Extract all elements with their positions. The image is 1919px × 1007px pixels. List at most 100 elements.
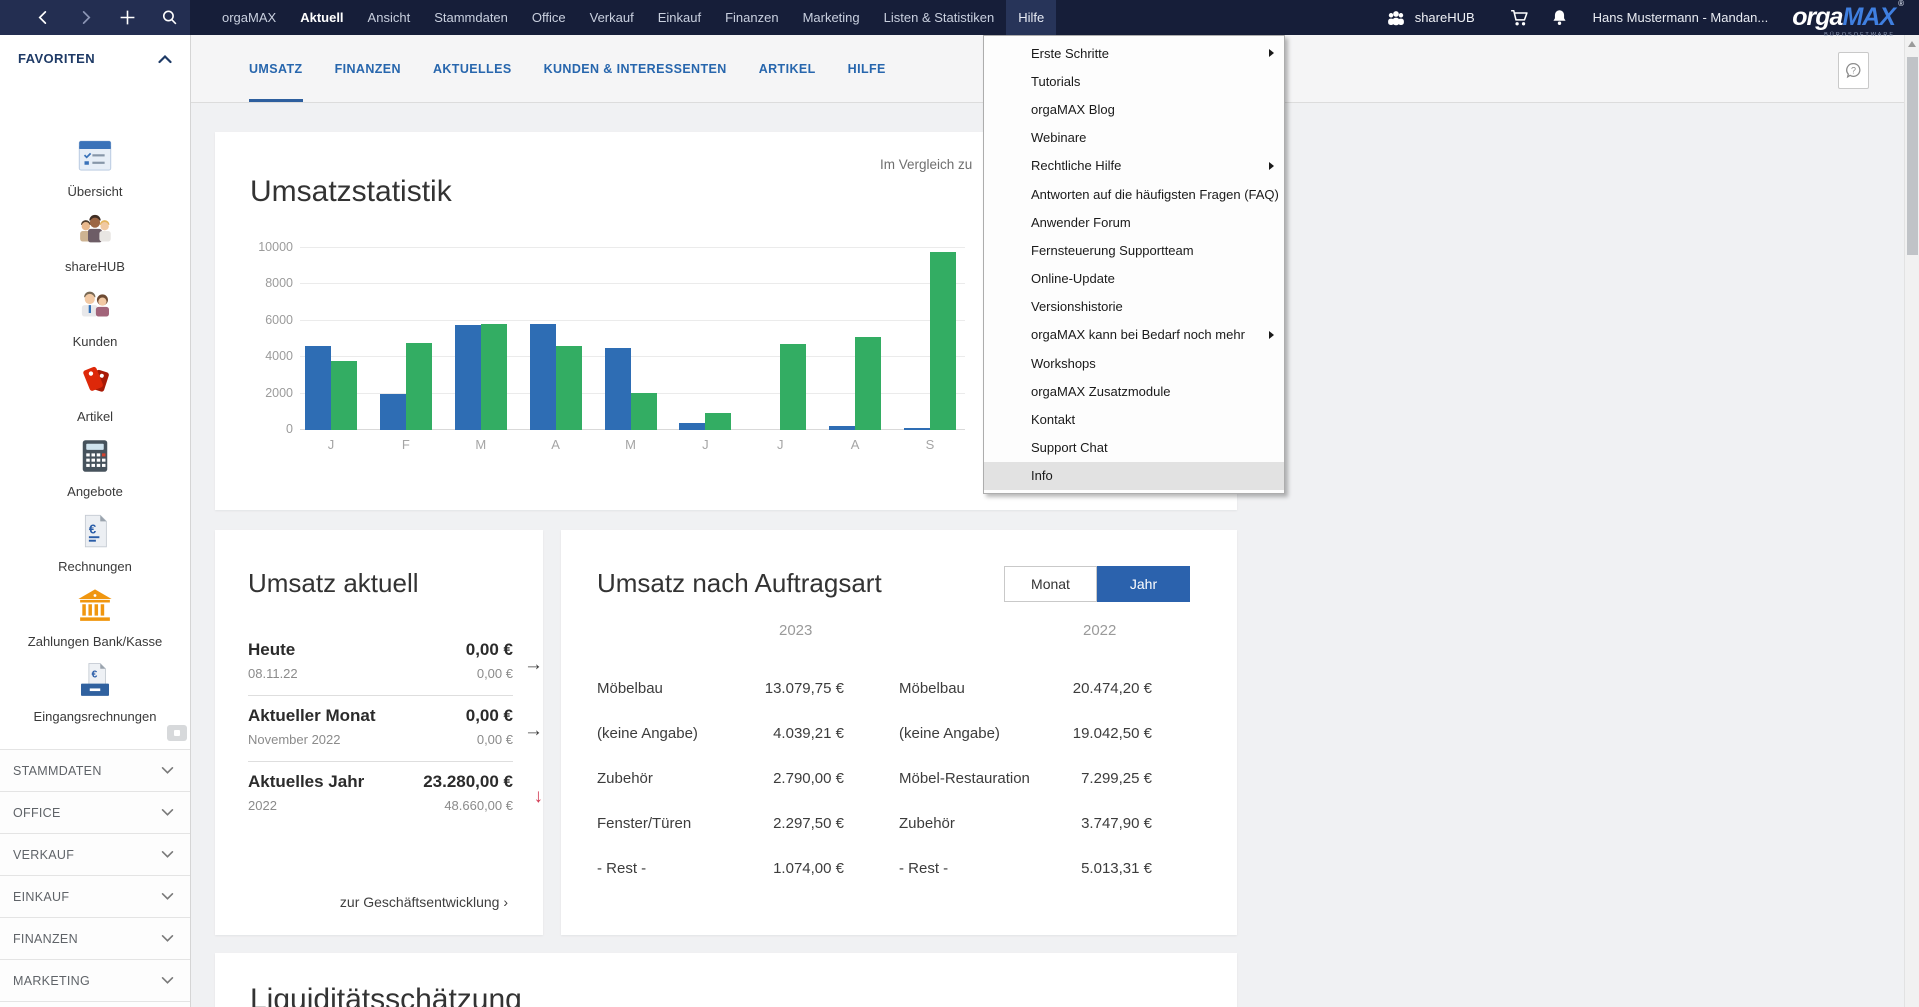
bar-series-green [855, 337, 882, 430]
help-menu-item-orgamax-zusatzmodule[interactable]: orgaMAX Zusatzmodule [1031, 383, 1171, 399]
help-menu-item-kontakt[interactable]: Kontakt [1031, 412, 1076, 428]
sidebar-section-stammdaten[interactable]: STAMMDATEN [0, 749, 190, 791]
menu-item-ansicht[interactable]: Ansicht [367, 10, 411, 25]
scrollbar-up-arrow[interactable] [1908, 41, 1916, 47]
bar-series-green [930, 252, 956, 430]
tab-finanzen[interactable]: FINANZEN [334, 61, 401, 76]
umsatz-row-heute: Heute 0,00 € 08.11.22 0,00 € → [248, 630, 543, 695]
menu-item-stammdaten[interactable]: Stammdaten [434, 10, 508, 25]
auftragsart-rows-2023: Möbelbau 13.079,75 € (keine Angabe) 4.039,2… [597, 666, 844, 891]
sidebar-section-office[interactable]: OFFICE [0, 791, 190, 833]
help-menu-item-versionshistorie[interactable]: Versionshistorie [1031, 299, 1123, 315]
help-menu-item-anwender-forum[interactable]: Anwender Forum [1031, 214, 1131, 230]
help-menu-item-tutorials[interactable]: Tutorials [1031, 73, 1081, 89]
sidebar-item-label: Übersicht [67, 184, 123, 199]
chevron-down-icon [161, 850, 174, 858]
chart-x-tick-label: J [327, 437, 335, 452]
help-menu-item-support-chat[interactable]: Support Chat [1031, 440, 1108, 456]
tab-artikel[interactable]: ARTIKEL [758, 61, 816, 76]
liquiditaet-title: Liquiditätsschätzung [250, 983, 522, 1007]
help-menu-item-orgamax-kann-bei-bedarf-noch-mehr[interactable]: orgaMAX kann bei Bedarf noch mehr [984, 321, 1284, 349]
page-scrollbar[interactable] [1904, 35, 1919, 1007]
top-bar: orgaMAX Aktuell Ansicht Stammdaten Office Ver… [0, 0, 1919, 38]
forward-icon[interactable] [68, 7, 102, 29]
main-menu: orgaMAX Aktuell Ansicht Stammdaten Office Ver… [210, 0, 1057, 35]
sidebar-section-label: STAMMDATEN [13, 763, 102, 778]
arrow-right-icon[interactable]: → [524, 654, 543, 675]
cart-icon[interactable] [1503, 5, 1537, 31]
nav-icon-group [0, 0, 190, 35]
help-menu-item-workshops[interactable]: Workshops [1031, 355, 1096, 371]
menu-item-office[interactable]: Office [531, 10, 566, 25]
menu-item-aktuell[interactable]: Aktuell [300, 10, 344, 25]
sidebar-item-label: Eingangsrechnungen [33, 709, 157, 724]
auftragsart-value: 5.013,31 € [1081, 860, 1152, 877]
user-account-label[interactable]: Hans Mustermann - Mandan... [1592, 10, 1769, 25]
add-icon[interactable] [110, 7, 144, 29]
help-bubble-button[interactable]: ? [1838, 52, 1869, 89]
sidebar-item-kunden[interactable]: Kunden [0, 285, 190, 360]
umsatz-row-label: Heute [248, 640, 296, 659]
back-icon[interactable] [26, 7, 60, 29]
bar-series-green [480, 324, 507, 430]
bar-group-5 [604, 248, 657, 430]
bell-icon[interactable] [1543, 5, 1577, 31]
auftragsart-rows-2022: Möbelbau 20.474,20 € (keine Angabe) 19.042,… [899, 666, 1152, 891]
umsatz-row-aktueller-monat: Aktueller Monat 0,00 € November 2022 0,00 €… [248, 695, 543, 761]
help-menu-item-webinare[interactable]: Webinare [1031, 130, 1087, 146]
help-menu-item-info[interactable]: Info [984, 461, 1284, 490]
help-menu-item-rechtliche-hilfe[interactable]: Rechtliche Hilfe [984, 152, 1284, 180]
sidebar-item-eingangsrechnungen[interactable]: € Eingangsrechnungen [0, 660, 190, 735]
sidebar-section-finanzen[interactable]: FINANZEN [0, 917, 190, 959]
tab-kunden-interessenten[interactable]: KUNDEN & INTERESSENTEN [543, 61, 727, 76]
tab-umsatz[interactable]: UMSATZ [249, 35, 303, 102]
submenu-arrow-icon [1269, 330, 1274, 339]
sidebar-item-übersicht[interactable]: Übersicht [0, 135, 190, 210]
trend-down-icon[interactable]: ↓ [533, 786, 544, 807]
bar-series-green [331, 361, 357, 430]
sidebar-item-angebote[interactable]: Angebote [0, 435, 190, 510]
geschaeftsentwicklung-link[interactable]: zur Geschäftsentwicklung › [339, 894, 508, 910]
menu-item-marketing[interactable]: Marketing [802, 10, 860, 25]
toggle-monat[interactable]: Monat [1004, 566, 1097, 602]
help-menu-item-erste-schritte[interactable]: Erste Schritte [984, 39, 1284, 67]
sidebar-section-verkauf[interactable]: VERKAUF [0, 833, 190, 875]
bar-series-green [705, 413, 732, 430]
sidebar-item-zahlungen-bank-kasse[interactable]: Zahlungen Bank/Kasse [0, 585, 190, 660]
menu-item-finanzen[interactable]: Finanzen [725, 10, 779, 25]
sidebar-item-label: Kunden [72, 334, 118, 349]
chevron-down-icon [161, 976, 174, 984]
menu-item-einkauf[interactable]: Einkauf [657, 10, 702, 25]
menu-item-orgamax[interactable]: orgaMAX [222, 10, 277, 25]
toggle-jahr[interactable]: Jahr [1097, 566, 1190, 602]
search-icon[interactable] [152, 7, 186, 29]
favorites-header[interactable]: FAVORITEN [0, 35, 190, 72]
help-menu-item-online-update[interactable]: Online-Update [1031, 271, 1115, 287]
sidebar-item-rechnungen[interactable]: € Rechnungen [0, 510, 190, 585]
menu-item-listen-statistiken[interactable]: Listen & Statistiken [883, 10, 995, 25]
liquiditaet-card: Liquiditätsschätzung [215, 953, 1237, 1007]
overview-icon [74, 135, 116, 182]
sidebar-section-einkauf[interactable]: EINKAUF [0, 875, 190, 917]
scrollbar-thumb[interactable] [1907, 57, 1918, 255]
tab-hilfe[interactable]: HILFE [847, 61, 886, 76]
help-menu-item-fernsteuerung-supportteam[interactable]: Fernsteuerung Supportteam [1031, 242, 1194, 258]
umsatzstatistik-title: Umsatzstatistik [250, 175, 452, 208]
sidebar-scroll-indicator[interactable] [167, 725, 187, 741]
chart-x-tick-label: A [850, 437, 860, 452]
sidebar-section-marketing[interactable]: MARKETING [0, 959, 190, 1001]
sidebar: FAVORITEN Übersicht shareHUB Kunden Artikel… [0, 35, 191, 1007]
menu-item-verkauf[interactable]: Verkauf [589, 10, 634, 25]
sharehub-button[interactable]: shareHUB [1385, 9, 1475, 27]
arrow-right-icon[interactable]: → [524, 720, 543, 741]
compare-label: Im Vergleich zu [880, 157, 973, 172]
sidebar-item-sharehub[interactable]: shareHUB [0, 210, 190, 285]
tab-aktuelles[interactable]: AKTUELLES [432, 61, 512, 76]
sidebar-section-listen-statistiken[interactable]: LISTEN & STATISTIKEN [0, 1001, 190, 1007]
help-menu-item-orgamax-blog[interactable]: orgaMAX Blog [1031, 101, 1115, 117]
help-menu-item-antworten-auf-die-häufigsten-fragen-faq[interactable]: Antworten auf die häufigsten Fragen (FAQ… [1031, 186, 1279, 202]
menu-item-hilfe[interactable]: Hilfe [1006, 0, 1057, 35]
sidebar-item-artikel[interactable]: Artikel [0, 360, 190, 435]
bar-chart-plot [300, 247, 965, 430]
